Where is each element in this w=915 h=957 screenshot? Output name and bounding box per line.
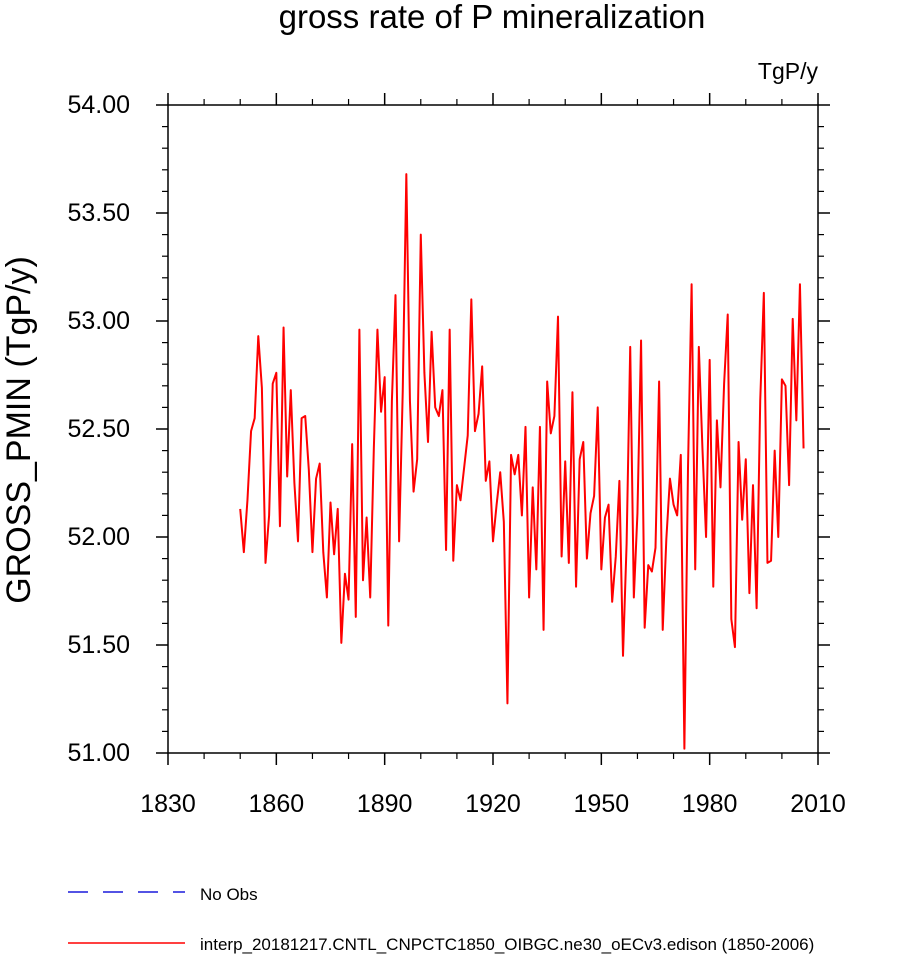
x-tick-label: 2010 bbox=[790, 790, 846, 818]
series-line-0 bbox=[239, 173, 805, 750]
legend-label-model: interp_20181217.CNTL_CNPCTC1850_OIBGC.ne… bbox=[200, 935, 814, 954]
plot-frame bbox=[167, 104, 819, 754]
y-tick-label: 54.00 bbox=[67, 91, 130, 119]
x-tick-label: 1920 bbox=[465, 790, 521, 818]
units-label: TgP/y bbox=[758, 58, 819, 84]
y-axis: 51.00 51.50 52.00 52.50 53.00 53.50 54.00 bbox=[67, 91, 830, 767]
x-axis: 1830 1860 1890 1920 1950 1980 2010 bbox=[140, 93, 846, 818]
x-tick-label: 1980 bbox=[682, 790, 738, 818]
y-tick-label: 51.50 bbox=[67, 631, 130, 659]
x-tick-label: 1890 bbox=[357, 790, 413, 818]
y-tick-label: 53.00 bbox=[67, 307, 130, 335]
legend: No Obs interp_20181217.CNTL_CNPCTC1850_O… bbox=[68, 885, 814, 954]
series-layer bbox=[239, 173, 805, 750]
legend-label-no-obs: No Obs bbox=[200, 885, 258, 904]
y-axis-label: GROSS_PMIN (TgP/y) bbox=[0, 256, 38, 604]
x-tick-label: 1830 bbox=[140, 790, 196, 818]
chart-title: gross rate of P mineralization bbox=[279, 0, 706, 35]
y-tick-label: 52.00 bbox=[67, 523, 130, 551]
y-tick-label: 51.00 bbox=[67, 739, 130, 767]
x-tick-label: 1860 bbox=[249, 790, 305, 818]
x-tick-label: 1950 bbox=[574, 790, 630, 818]
y-tick-label: 53.50 bbox=[67, 199, 130, 227]
y-tick-label: 52.50 bbox=[67, 415, 130, 443]
